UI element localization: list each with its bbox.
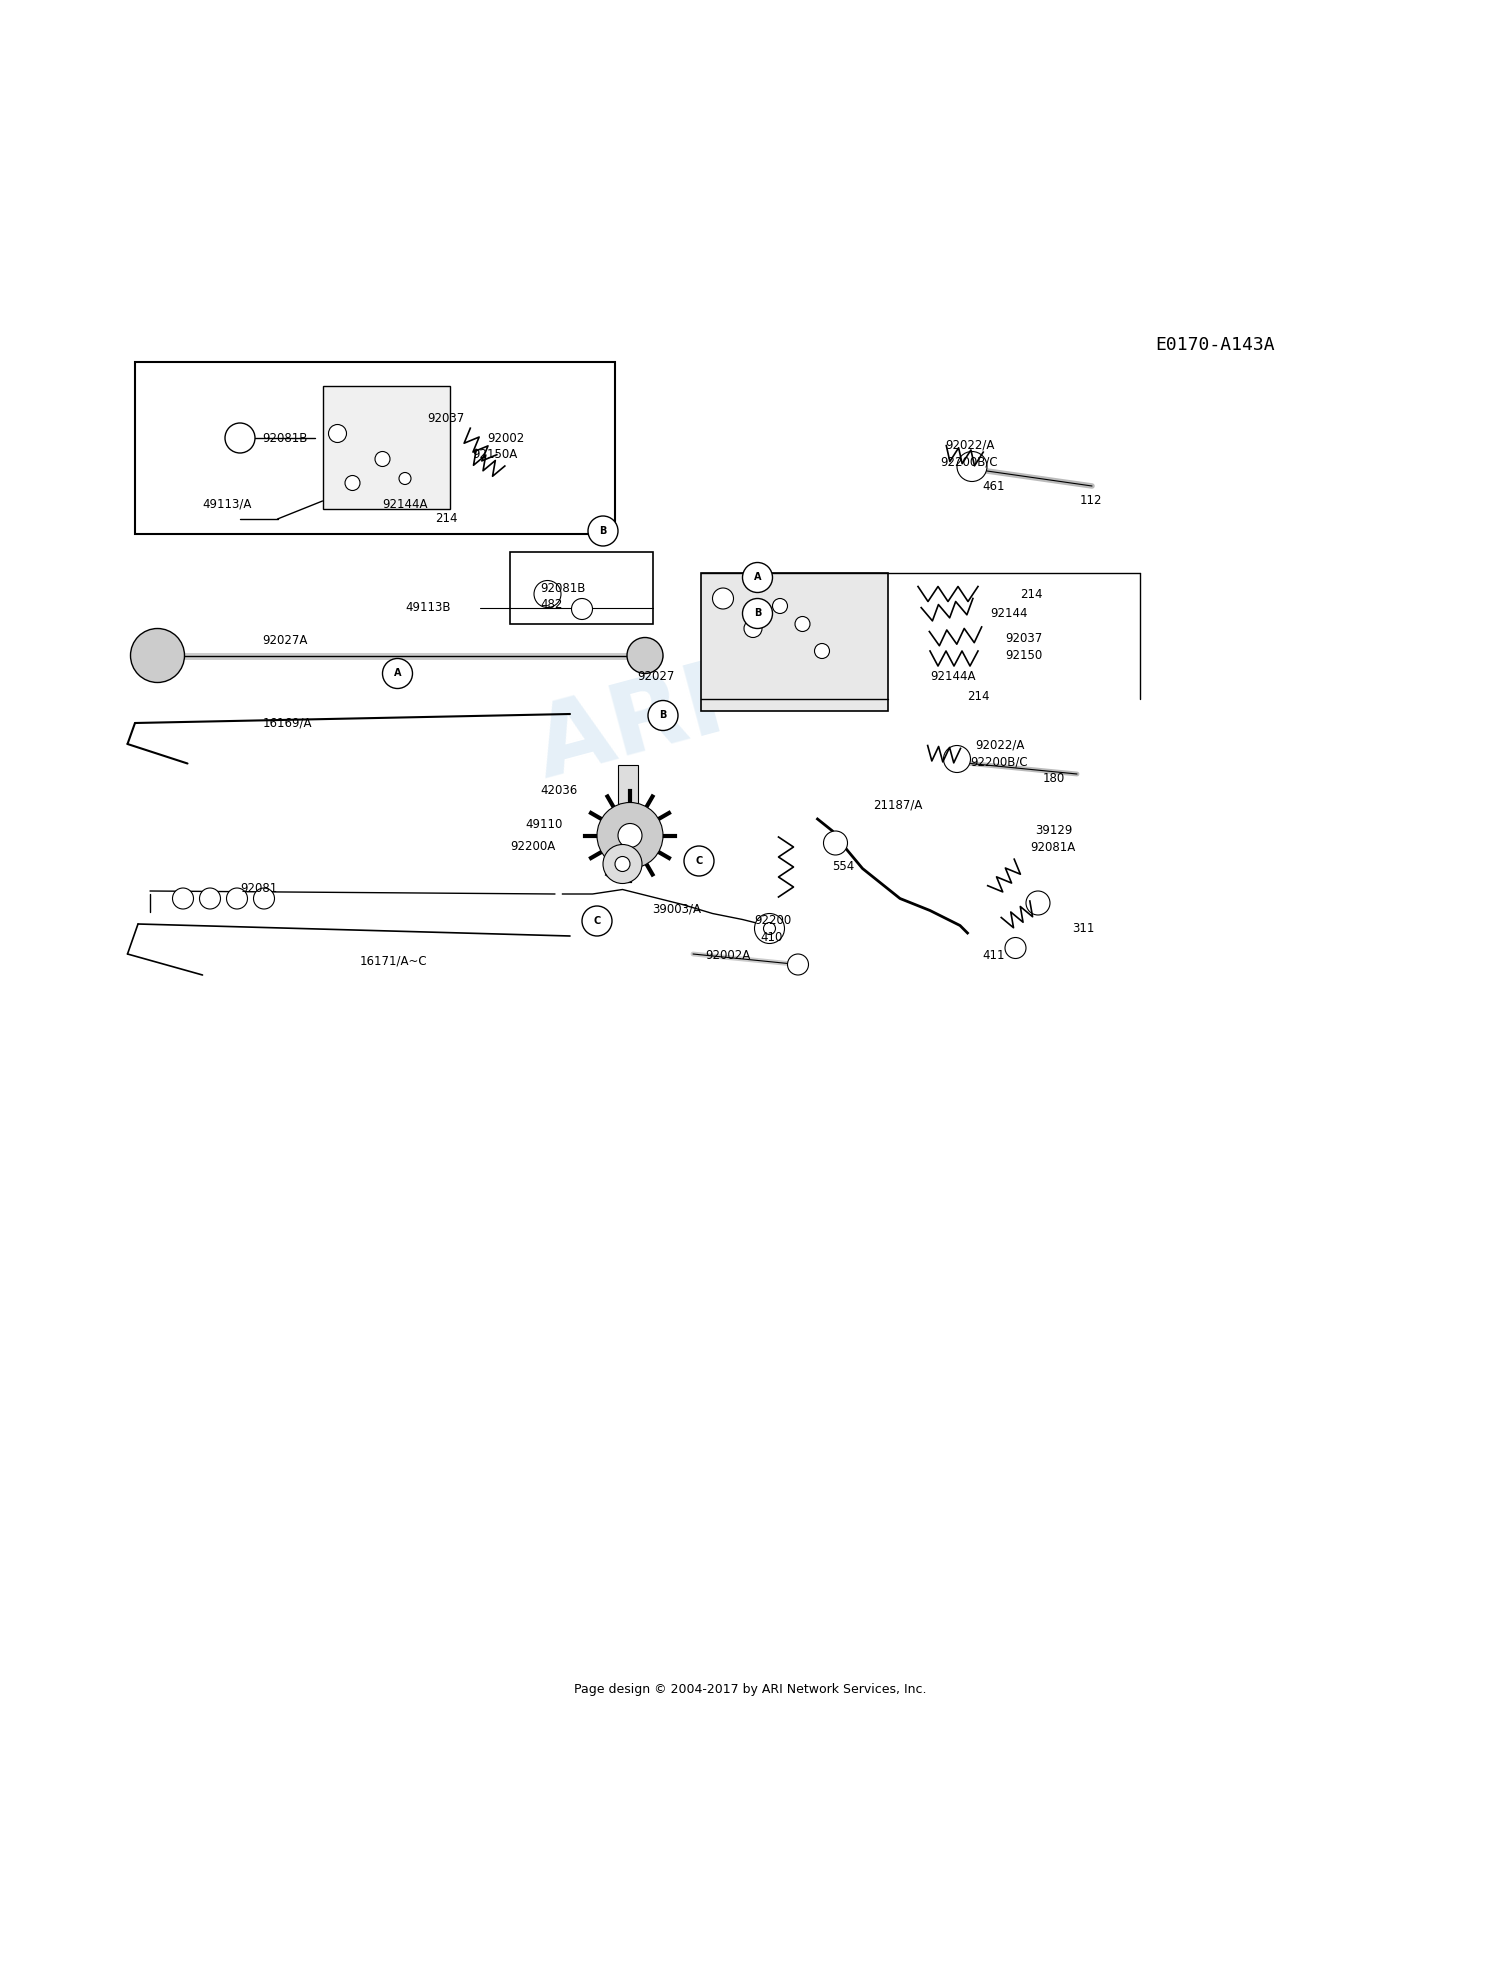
Circle shape (603, 844, 642, 883)
Circle shape (597, 802, 663, 869)
Circle shape (226, 889, 248, 908)
Bar (322, 385, 450, 508)
Circle shape (328, 424, 346, 443)
Circle shape (375, 451, 390, 467)
Circle shape (795, 616, 810, 632)
Circle shape (1026, 891, 1050, 914)
Text: 92002A: 92002A (705, 950, 750, 961)
Circle shape (944, 746, 970, 773)
Circle shape (615, 857, 630, 871)
Text: 482: 482 (540, 598, 562, 610)
Circle shape (572, 598, 592, 620)
Text: 16171/A~C: 16171/A~C (360, 955, 428, 967)
Text: 16169/A: 16169/A (262, 716, 312, 730)
Text: C: C (594, 916, 600, 926)
Circle shape (582, 906, 612, 936)
Text: 92200A: 92200A (510, 840, 555, 853)
Text: 92144: 92144 (990, 606, 1028, 620)
Circle shape (130, 628, 184, 683)
Text: 92081B: 92081B (540, 581, 585, 594)
Text: 92081B: 92081B (262, 432, 308, 445)
Circle shape (534, 581, 561, 608)
Circle shape (627, 638, 663, 673)
Bar (700, 573, 888, 710)
Circle shape (824, 832, 848, 855)
Text: 92027A: 92027A (262, 634, 308, 647)
Text: 92144A: 92144A (930, 669, 975, 683)
Text: A: A (393, 669, 402, 679)
Text: C: C (696, 855, 702, 865)
Bar (135, 361, 615, 534)
Text: 410: 410 (760, 932, 783, 944)
Circle shape (1005, 938, 1026, 959)
Circle shape (712, 589, 734, 608)
Text: 461: 461 (982, 479, 1005, 492)
Text: 92022/A: 92022/A (975, 740, 1024, 751)
Text: 92037: 92037 (1005, 632, 1042, 645)
Circle shape (815, 644, 830, 659)
Circle shape (200, 889, 220, 908)
Text: 92200: 92200 (754, 914, 792, 928)
Text: 554: 554 (833, 861, 855, 873)
Text: 92002: 92002 (488, 432, 525, 445)
Text: 214: 214 (435, 512, 457, 526)
Circle shape (618, 824, 642, 848)
Circle shape (772, 598, 788, 614)
Text: B: B (660, 710, 666, 720)
Text: 112: 112 (1080, 494, 1102, 508)
Circle shape (742, 563, 772, 593)
Circle shape (957, 451, 987, 481)
Text: A: A (753, 573, 760, 583)
Circle shape (588, 516, 618, 545)
Text: 42036: 42036 (540, 785, 578, 797)
Circle shape (788, 954, 808, 975)
Text: 92081: 92081 (240, 881, 278, 895)
Circle shape (754, 914, 784, 944)
Text: 214: 214 (968, 689, 990, 702)
Text: 92081A: 92081A (1030, 842, 1075, 853)
Circle shape (399, 473, 411, 485)
Text: 92200B/C: 92200B/C (970, 755, 1028, 769)
Text: 92150: 92150 (1005, 649, 1042, 661)
Text: 92144A: 92144A (382, 498, 427, 510)
Bar (510, 551, 652, 624)
Text: 49113B: 49113B (405, 600, 450, 614)
Text: B: B (754, 608, 760, 618)
Text: 92022/A: 92022/A (945, 439, 994, 451)
Circle shape (345, 475, 360, 490)
Circle shape (744, 620, 762, 638)
Text: 214: 214 (1020, 587, 1042, 600)
Circle shape (764, 922, 776, 934)
Text: E0170-A143A: E0170-A143A (1155, 336, 1275, 353)
Text: 39003/A: 39003/A (652, 903, 702, 916)
Text: 92037: 92037 (427, 412, 465, 426)
Text: 39129: 39129 (1035, 824, 1072, 838)
Text: ARI: ARI (525, 655, 735, 799)
Text: 92200B/C: 92200B/C (940, 455, 998, 469)
Text: 92027: 92027 (638, 669, 675, 683)
Text: 92150A: 92150A (472, 447, 518, 461)
Bar (618, 765, 638, 804)
Circle shape (684, 846, 714, 875)
Circle shape (742, 598, 772, 628)
Circle shape (382, 659, 412, 689)
Text: 49113/A: 49113/A (202, 498, 252, 510)
Text: 411: 411 (982, 950, 1005, 961)
Circle shape (648, 700, 678, 730)
Text: 49110: 49110 (525, 818, 562, 832)
Circle shape (254, 889, 274, 908)
Text: 311: 311 (1072, 922, 1095, 936)
Text: Page design © 2004-2017 by ARI Network Services, Inc.: Page design © 2004-2017 by ARI Network S… (573, 1683, 926, 1695)
Circle shape (172, 889, 194, 908)
Text: B: B (600, 526, 606, 536)
Text: 21187/A: 21187/A (873, 799, 922, 812)
Circle shape (225, 424, 255, 453)
Text: 180: 180 (1042, 771, 1065, 785)
